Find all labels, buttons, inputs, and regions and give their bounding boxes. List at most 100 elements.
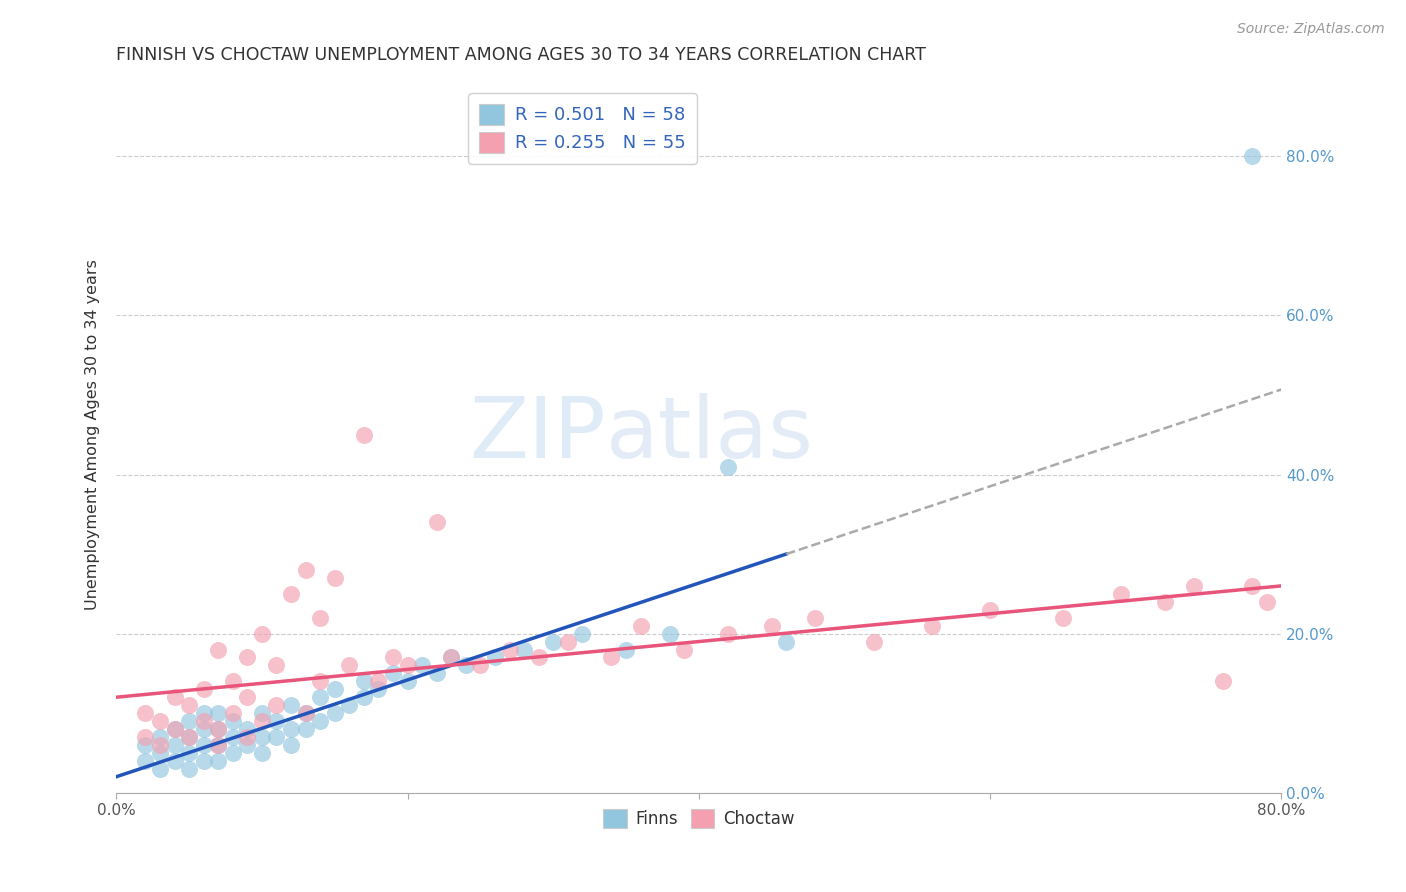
Point <box>222 746 245 760</box>
Point <box>294 563 316 577</box>
Point <box>1212 674 1234 689</box>
Point <box>600 650 623 665</box>
Point <box>1241 149 1264 163</box>
Point <box>323 571 346 585</box>
Text: ZIP: ZIP <box>470 393 606 476</box>
Point <box>470 658 492 673</box>
Point <box>353 690 375 705</box>
Point <box>250 706 273 720</box>
Y-axis label: Unemployment Among Ages 30 to 34 years: Unemployment Among Ages 30 to 34 years <box>86 260 100 610</box>
Point <box>309 610 332 624</box>
Point <box>323 682 346 697</box>
Point <box>222 706 245 720</box>
Point <box>309 714 332 728</box>
Point <box>673 642 696 657</box>
Legend: Finns, Choctaw: Finns, Choctaw <box>596 802 801 834</box>
Point <box>207 706 229 720</box>
Point <box>498 642 520 657</box>
Point <box>775 634 797 648</box>
Point <box>266 714 288 728</box>
Point <box>761 618 783 632</box>
Point <box>149 746 172 760</box>
Point <box>862 634 884 648</box>
Point <box>236 650 259 665</box>
Point <box>1241 579 1264 593</box>
Point <box>1256 595 1278 609</box>
Point <box>149 762 172 776</box>
Point <box>280 722 302 736</box>
Point <box>149 714 172 728</box>
Point <box>337 698 360 713</box>
Point <box>921 618 943 632</box>
Point <box>134 738 156 752</box>
Point <box>484 650 506 665</box>
Point <box>207 642 229 657</box>
Point <box>426 666 449 681</box>
Point <box>177 730 200 744</box>
Point <box>236 730 259 744</box>
Point <box>396 658 419 673</box>
Point <box>440 650 463 665</box>
Point <box>1182 579 1205 593</box>
Point <box>222 674 245 689</box>
Point <box>382 666 405 681</box>
Point <box>323 706 346 720</box>
Point <box>193 714 215 728</box>
Point <box>717 626 740 640</box>
Point <box>309 690 332 705</box>
Point <box>134 706 156 720</box>
Point <box>163 722 186 736</box>
Point <box>294 706 316 720</box>
Point <box>630 618 652 632</box>
Point <box>280 738 302 752</box>
Point <box>411 658 433 673</box>
Text: FINNISH VS CHOCTAW UNEMPLOYMENT AMONG AGES 30 TO 34 YEARS CORRELATION CHART: FINNISH VS CHOCTAW UNEMPLOYMENT AMONG AG… <box>117 46 927 64</box>
Point <box>236 738 259 752</box>
Point <box>207 738 229 752</box>
Point <box>222 730 245 744</box>
Point <box>294 722 316 736</box>
Point <box>541 634 564 648</box>
Point <box>280 698 302 713</box>
Point <box>193 754 215 768</box>
Point <box>236 690 259 705</box>
Point <box>193 706 215 720</box>
Point <box>266 698 288 713</box>
Point <box>163 754 186 768</box>
Point <box>149 730 172 744</box>
Point <box>527 650 550 665</box>
Point <box>1109 587 1132 601</box>
Point <box>177 698 200 713</box>
Point <box>207 754 229 768</box>
Point <box>207 722 229 736</box>
Point <box>134 730 156 744</box>
Point <box>658 626 681 640</box>
Point <box>979 603 1001 617</box>
Point <box>426 515 449 529</box>
Point <box>193 738 215 752</box>
Point <box>236 722 259 736</box>
Text: Source: ZipAtlas.com: Source: ZipAtlas.com <box>1237 22 1385 37</box>
Point <box>294 706 316 720</box>
Point <box>177 714 200 728</box>
Point <box>207 722 229 736</box>
Point <box>440 650 463 665</box>
Point <box>614 642 637 657</box>
Point <box>382 650 405 665</box>
Point <box>1052 610 1074 624</box>
Point <box>207 738 229 752</box>
Point <box>266 658 288 673</box>
Point <box>193 682 215 697</box>
Point <box>337 658 360 673</box>
Point <box>250 746 273 760</box>
Point <box>571 626 593 640</box>
Point <box>353 674 375 689</box>
Point <box>193 722 215 736</box>
Point <box>557 634 579 648</box>
Point <box>454 658 477 673</box>
Point <box>353 427 375 442</box>
Point <box>149 738 172 752</box>
Point <box>266 730 288 744</box>
Point <box>717 459 740 474</box>
Point <box>222 714 245 728</box>
